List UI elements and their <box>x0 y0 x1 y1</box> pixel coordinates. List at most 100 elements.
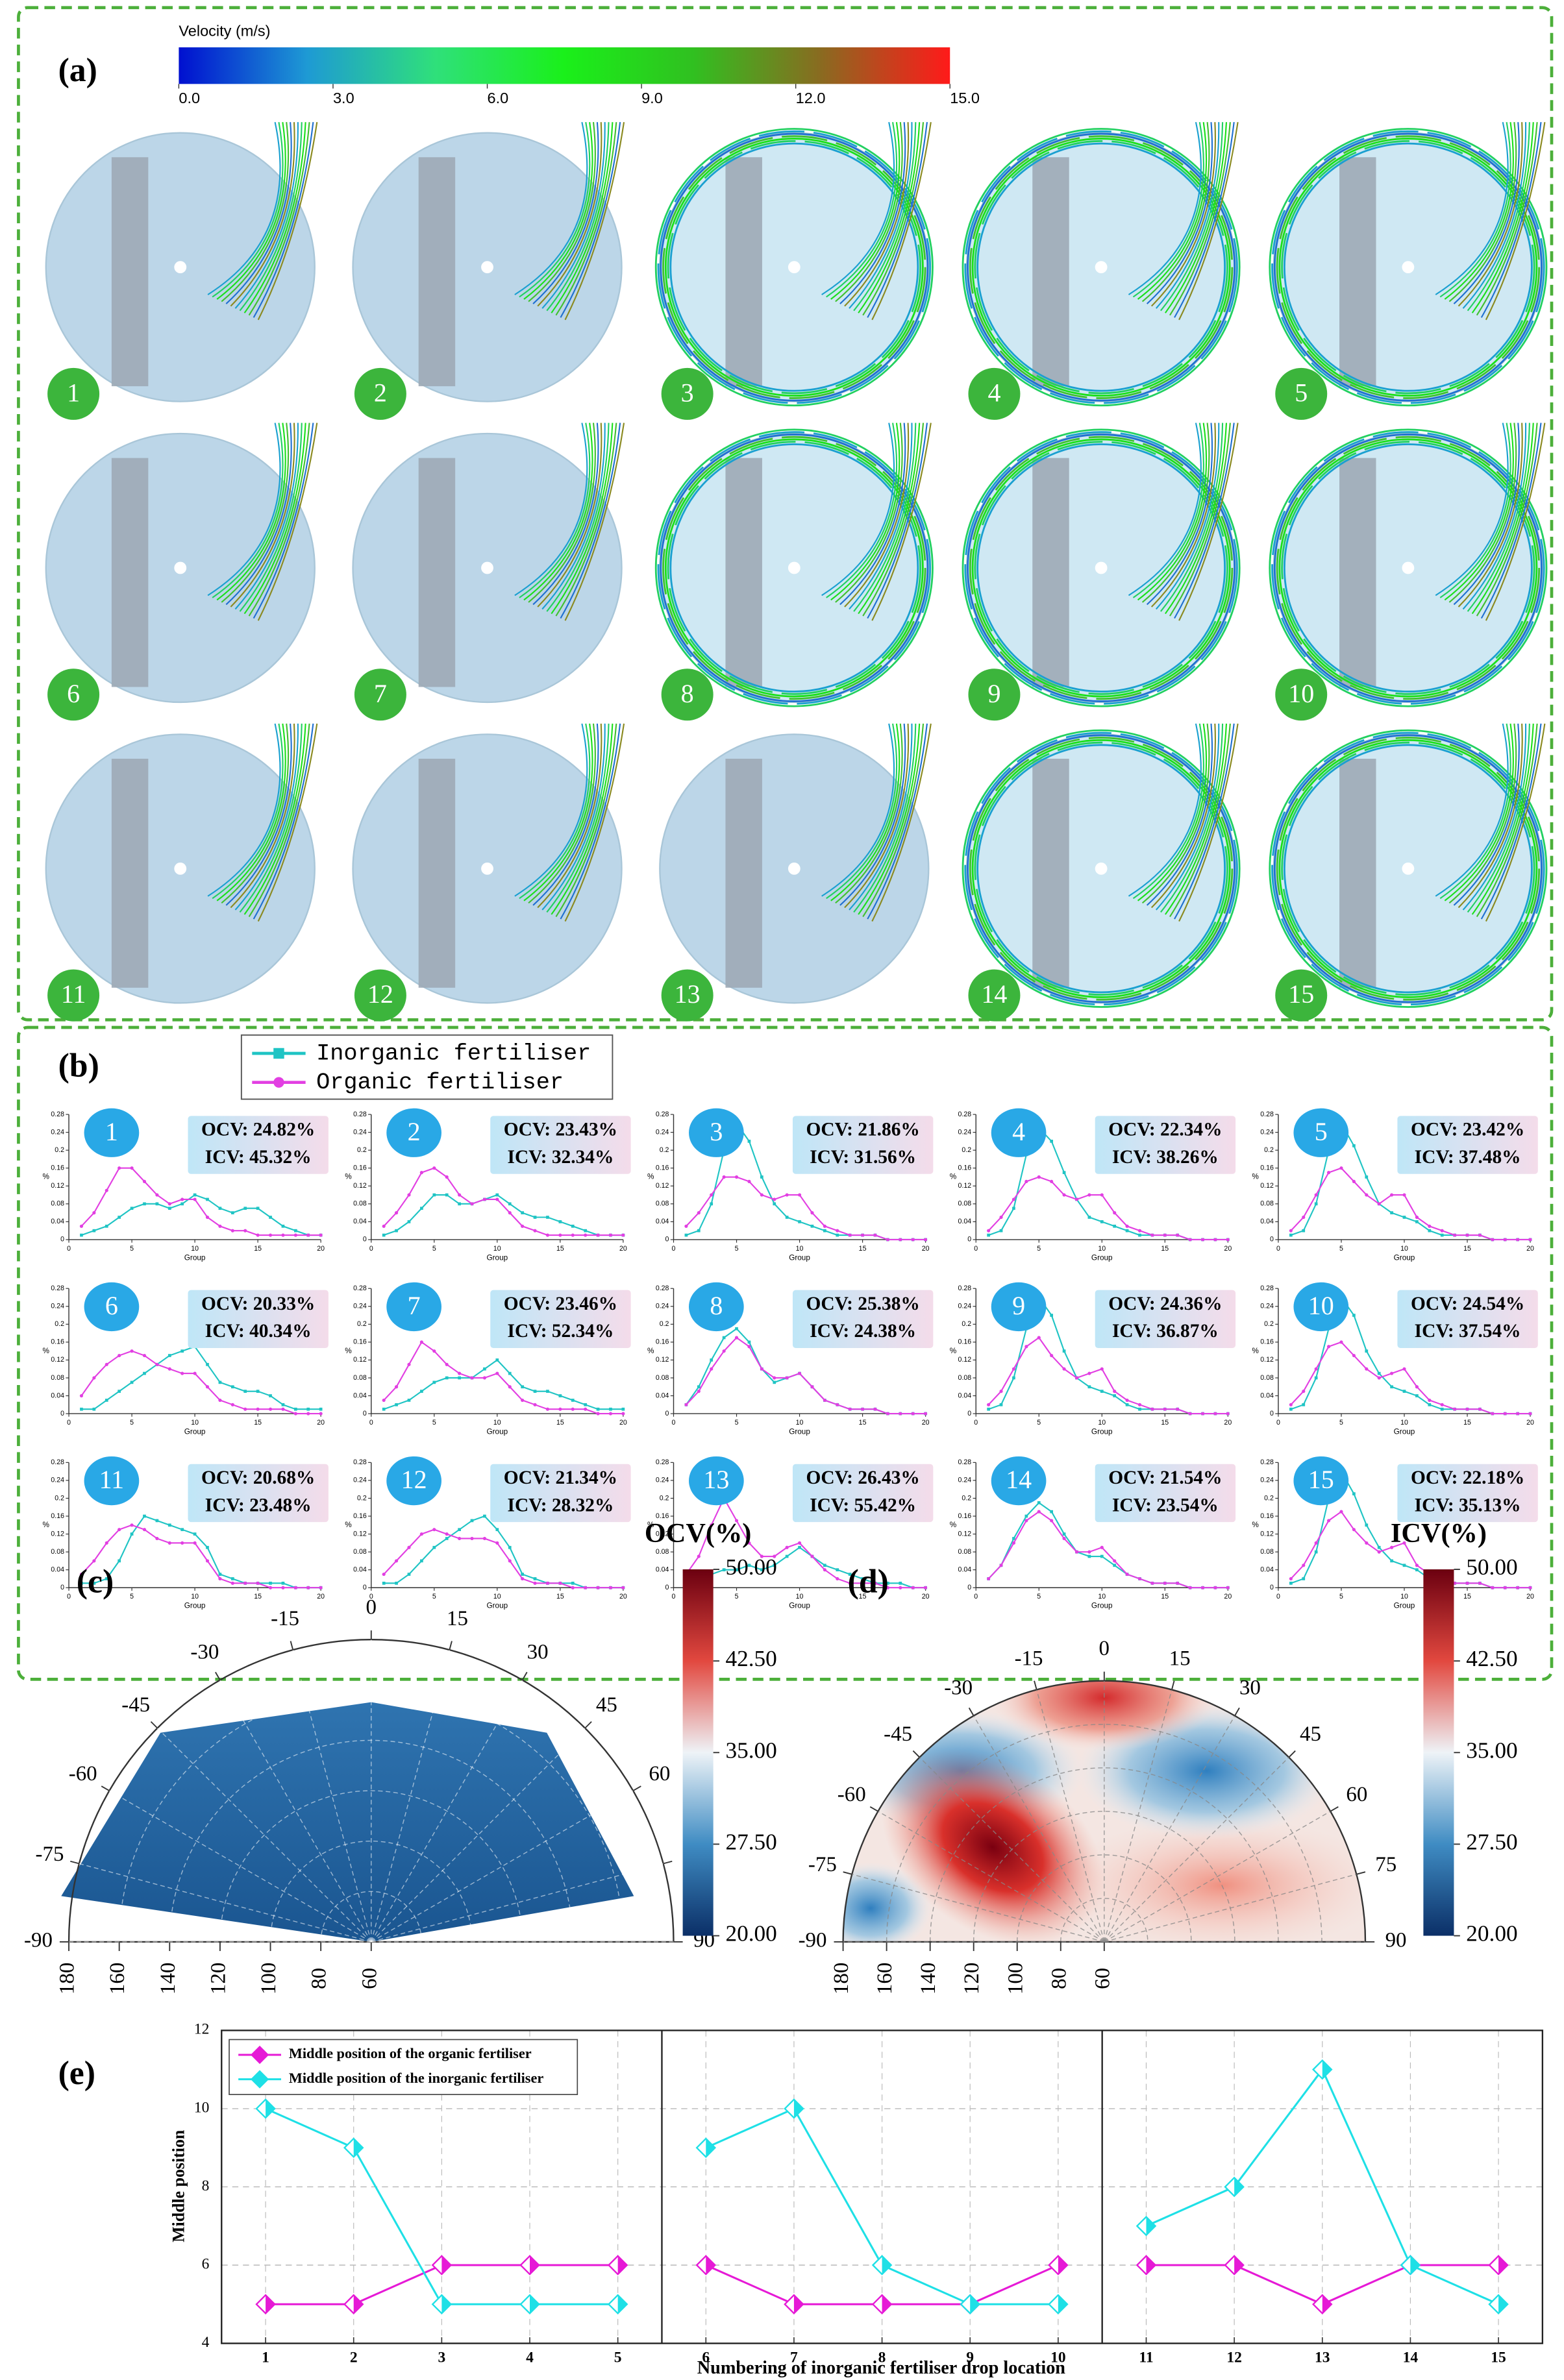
hub <box>481 261 493 274</box>
streamline <box>974 140 1228 395</box>
point <box>281 1224 285 1228</box>
point <box>130 1532 134 1536</box>
point <box>860 1407 865 1411</box>
streamline <box>867 723 928 920</box>
y-tick-label: 0.2 <box>55 1494 64 1502</box>
point <box>1146 2255 1156 2275</box>
point <box>873 1581 877 1585</box>
streamline <box>1160 122 1224 312</box>
colorbar-tick-label: 50.00 <box>1466 1554 1517 1580</box>
x-tick-label: 8 <box>878 2349 886 2366</box>
point <box>1314 1376 1318 1380</box>
y-tick-label: 0.12 <box>1260 1530 1274 1538</box>
series-line <box>81 1350 321 1415</box>
theta-tick <box>1330 1806 1339 1812</box>
point <box>987 1403 991 1406</box>
point <box>118 1216 121 1219</box>
streamline <box>667 140 922 395</box>
point <box>1150 1581 1154 1585</box>
r-tick-label: 140 <box>917 1963 940 1994</box>
x-tick-label: 10 <box>796 1245 804 1253</box>
theta-tick-label: 45 <box>596 1693 617 1717</box>
point <box>432 1528 436 1532</box>
y-tick-label: 0.08 <box>353 1374 367 1382</box>
y-tick-label: 0.08 <box>958 1200 972 1208</box>
point <box>747 1140 751 1143</box>
point <box>1302 1403 1306 1406</box>
x-tick-label: 10 <box>493 1419 501 1427</box>
point <box>1365 1523 1369 1527</box>
y-tick-label: 0.2 <box>962 1146 971 1154</box>
theta-tick <box>663 1860 673 1865</box>
streamline <box>967 734 1236 1003</box>
colorbar <box>1423 1569 1454 1936</box>
theta-tick <box>1356 1871 1366 1875</box>
point <box>621 1586 625 1589</box>
point <box>1100 1193 1104 1197</box>
point <box>1402 1216 1406 1219</box>
point <box>760 1193 763 1197</box>
point <box>256 1581 260 1585</box>
point <box>143 1514 146 1518</box>
x-tick-label: 10 <box>1098 1593 1106 1601</box>
x-tick-label: 5 <box>1339 1245 1343 1253</box>
streamline <box>967 434 1236 702</box>
grid-line <box>1104 1689 1173 1943</box>
point <box>836 1568 839 1572</box>
case-badge <box>1275 367 1328 420</box>
case-badge <box>84 1456 140 1506</box>
y-tick-label: 0.12 <box>353 1356 367 1364</box>
streamline <box>1169 122 1231 316</box>
point <box>1037 1510 1041 1514</box>
point <box>243 1581 247 1585</box>
point <box>684 1233 688 1237</box>
series-line <box>1290 1341 1531 1415</box>
point <box>722 1175 726 1179</box>
streamline <box>821 121 895 295</box>
streamline <box>1137 423 1208 601</box>
streamline <box>1146 723 1213 906</box>
point <box>1377 1550 1381 1554</box>
streamline <box>830 423 900 601</box>
point <box>1050 1314 1054 1317</box>
x-axis-label: Group <box>1394 1602 1415 1610</box>
point <box>142 1179 147 1183</box>
point <box>584 1586 588 1589</box>
point <box>1528 1412 1532 1416</box>
streamline <box>962 729 1241 1008</box>
y-tick-label: 0.28 <box>656 1284 669 1292</box>
x-tick-label: 15 <box>254 1593 262 1601</box>
y-tick-label: 0.08 <box>1260 1548 1274 1556</box>
point <box>546 1216 549 1219</box>
point <box>1234 2255 1244 2275</box>
x-tick-label: 0 <box>369 1593 373 1601</box>
streamline <box>1453 423 1520 606</box>
x-tick-label: 20 <box>922 1245 930 1253</box>
streamline <box>528 723 596 904</box>
streamline <box>664 138 924 397</box>
hub <box>174 261 187 274</box>
series-line <box>383 1167 623 1236</box>
simulation-view <box>45 723 318 1004</box>
point <box>445 1193 449 1197</box>
point <box>218 1576 222 1581</box>
point <box>793 2099 804 2118</box>
point <box>558 1394 562 1397</box>
y-axis-label: % <box>647 1347 654 1355</box>
streamline <box>871 122 932 321</box>
streamline <box>654 428 934 707</box>
x-tick-label: 5 <box>735 1245 739 1253</box>
annotation: ICV: 37.54% <box>1415 1321 1521 1342</box>
y-tick-label: 0 <box>363 1410 367 1417</box>
point <box>441 2295 451 2314</box>
x-tick-label: 5 <box>130 1593 134 1601</box>
point <box>395 1403 398 1406</box>
point <box>521 1224 525 1228</box>
point <box>1012 1207 1015 1210</box>
point <box>1339 1166 1343 1170</box>
point <box>571 1224 575 1228</box>
streamline <box>1444 122 1514 300</box>
y-tick-label: 0.04 <box>1260 1565 1274 1573</box>
annotation: OCV: 24.54% <box>1411 1294 1524 1314</box>
annotation: OCV: 21.54% <box>1108 1467 1222 1488</box>
